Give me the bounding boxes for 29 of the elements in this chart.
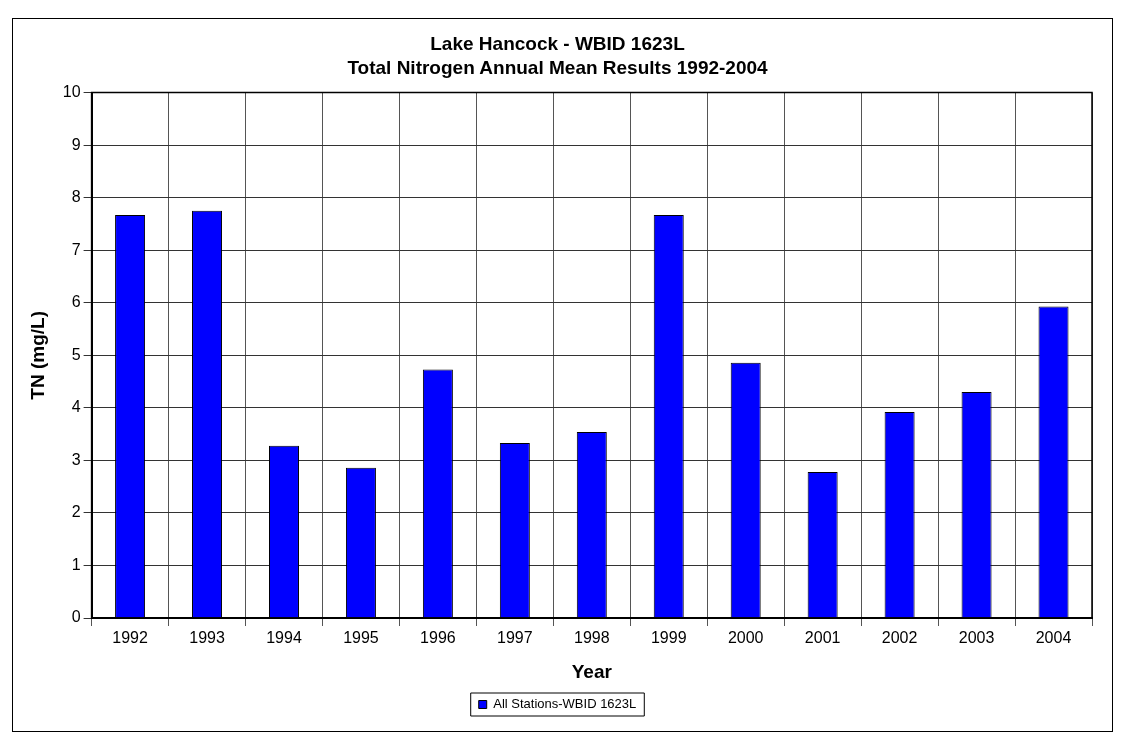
- x-tick-label: 1996: [420, 629, 456, 647]
- y-tick-label: 3: [71, 450, 81, 468]
- x-tick-label: 1994: [266, 629, 302, 647]
- x-tick-label: 1998: [574, 629, 610, 647]
- legend-label: All Stations-WBID 1623L: [493, 696, 637, 712]
- x-tick-label: 2001: [804, 629, 841, 647]
- x-tick-label: 1992: [112, 629, 148, 647]
- x-tick-label: 2002: [881, 629, 918, 647]
- chart-title: Lake Hancock - WBID 1623L: [430, 32, 686, 54]
- x-tick-label: 2003: [958, 629, 995, 647]
- y-tick-label: 10: [62, 83, 81, 101]
- y-tick-label: 6: [71, 293, 81, 311]
- x-tick-label: 1995: [343, 629, 379, 647]
- y-axis-title: TN (mg/L): [26, 310, 48, 400]
- y-tick-label: 2: [71, 503, 81, 521]
- x-tick-label: 1997: [497, 629, 533, 647]
- x-tick-label: 1993: [189, 629, 225, 647]
- y-tick-label: 4: [71, 398, 81, 416]
- x-axis-title: Year: [571, 660, 613, 682]
- x-tick-label: 1999: [650, 629, 687, 647]
- y-tick-label: 5: [71, 345, 81, 363]
- y-tick-label: 0: [71, 608, 81, 626]
- chart-subtitle: Total Nitrogen Annual Mean Results 1992-2004: [347, 57, 769, 79]
- y-tick-label: 8: [71, 188, 81, 206]
- y-tick-label: 1: [71, 555, 81, 573]
- x-tick-label: 2000: [727, 629, 764, 647]
- y-tick-label: 7: [71, 240, 81, 258]
- y-tick-label: 9: [71, 135, 81, 153]
- x-tick-label: 2004: [1035, 629, 1072, 647]
